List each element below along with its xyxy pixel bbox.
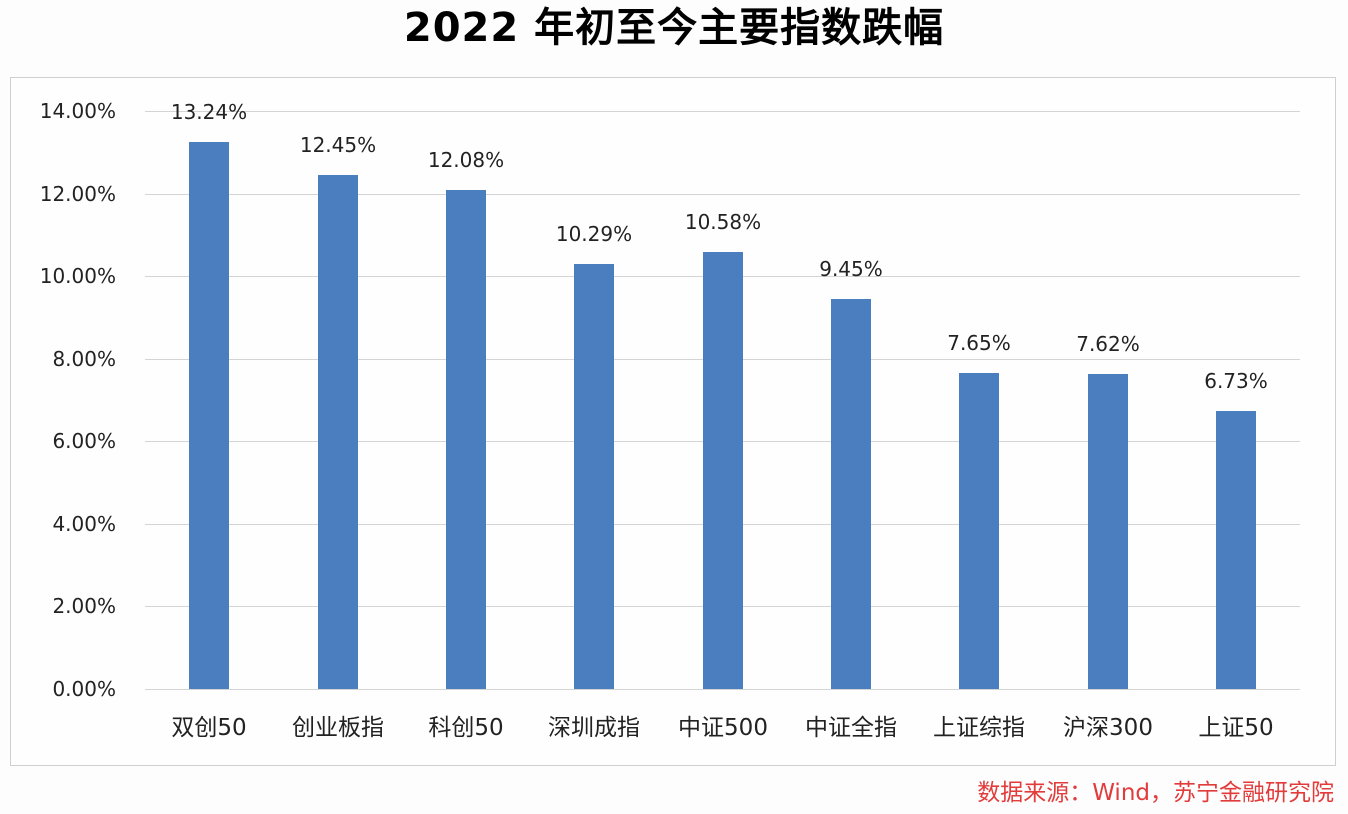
y-tick-label: 10.00% xyxy=(39,264,116,288)
gridline xyxy=(145,194,1300,195)
y-tick-label: 6.00% xyxy=(52,429,116,453)
x-tick-label: 上证综指 xyxy=(933,715,1025,741)
bar xyxy=(318,175,358,689)
x-tick-label: 深圳成指 xyxy=(548,715,640,741)
x-tick-label: 沪深300 xyxy=(1063,715,1153,741)
chart-title: 2022 年初至今主要指数跌幅 xyxy=(403,5,945,51)
data-label: 9.45% xyxy=(819,257,883,281)
y-tick-label: 8.00% xyxy=(52,347,116,371)
bar xyxy=(1216,411,1256,689)
bar xyxy=(1088,374,1128,689)
data-label: 7.62% xyxy=(1076,332,1140,356)
bar xyxy=(446,190,486,689)
data-label: 10.29% xyxy=(555,222,633,246)
x-tick-label: 中证500 xyxy=(678,715,768,741)
bar xyxy=(189,142,229,689)
data-label: 7.65% xyxy=(947,331,1011,355)
data-label: 12.08% xyxy=(427,148,505,172)
data-label: 6.73% xyxy=(1204,369,1268,393)
y-tick-label: 2.00% xyxy=(52,594,116,618)
bar xyxy=(959,373,999,689)
data-label: 12.45% xyxy=(299,133,377,157)
data-label: 13.24% xyxy=(170,100,248,124)
bar xyxy=(574,264,614,689)
y-tick-label: 14.00% xyxy=(39,99,116,123)
y-tick-label: 4.00% xyxy=(52,512,116,536)
gridline xyxy=(145,689,1300,690)
x-tick-label: 中证全指 xyxy=(805,715,897,741)
y-tick-label: 0.00% xyxy=(52,677,116,701)
gridline xyxy=(145,111,1300,112)
x-tick-label: 创业板指 xyxy=(292,715,384,741)
y-tick-label: 12.00% xyxy=(39,182,116,206)
x-tick-label: 双创50 xyxy=(171,715,247,741)
source-note: 数据来源：Wind，苏宁金融研究院 xyxy=(977,780,1334,806)
bar xyxy=(703,252,743,689)
data-label: 10.58% xyxy=(684,210,762,234)
bar xyxy=(831,299,871,689)
x-tick-label: 上证50 xyxy=(1198,715,1274,741)
x-tick-label: 科创50 xyxy=(428,715,504,741)
